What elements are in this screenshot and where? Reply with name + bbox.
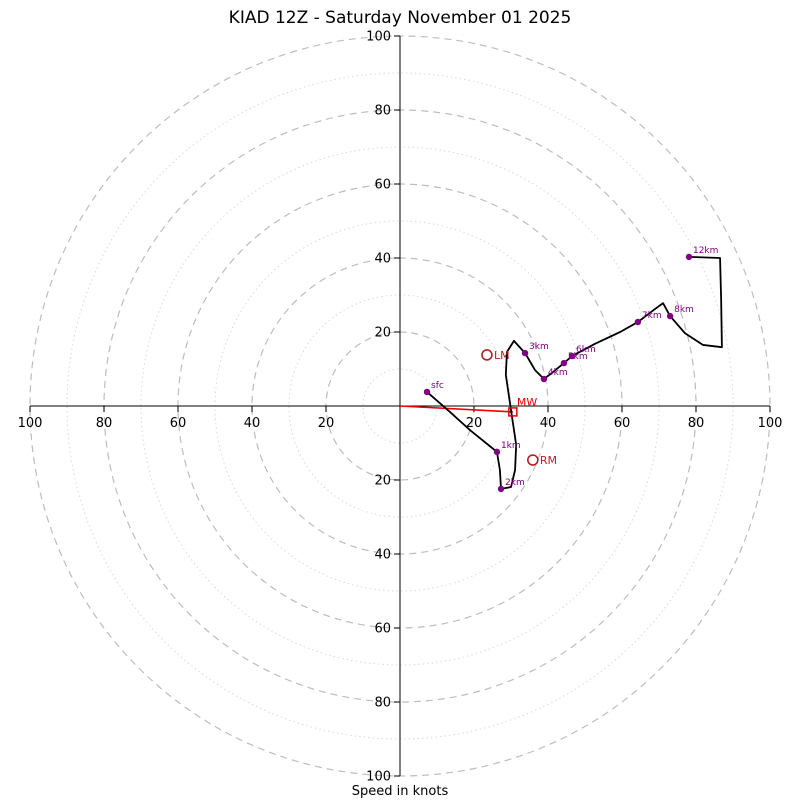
rm-storm-motion-label: RM	[540, 454, 557, 467]
height-marker-label-4km: 4km	[548, 368, 568, 378]
height-marker-label-2km: 2km	[505, 478, 525, 488]
y-axis-tick-label: 60	[374, 622, 391, 637]
rm-storm-motion-marker	[527, 454, 539, 466]
x-axis-tick-label: 40	[244, 416, 261, 431]
x-axis-tick-label: 80	[96, 416, 113, 431]
height-marker-label-1km: 1km	[501, 441, 521, 451]
y-axis-tick-label: 20	[374, 326, 391, 341]
height-marker-4km	[540, 375, 548, 383]
y-axis-tick-label: 80	[374, 696, 391, 711]
height-marker-6km	[568, 352, 576, 360]
mean-wind-marker	[508, 407, 518, 417]
height-marker-sfc	[423, 388, 431, 396]
lm-storm-motion-label: LM	[494, 349, 510, 362]
y-axis-tick-label: 100	[366, 770, 391, 785]
lm-storm-motion-marker	[481, 349, 493, 361]
x-axis-tick-label: 40	[540, 416, 557, 431]
hodograph-trace	[426, 255, 723, 490]
x-axis-tick-label: 100	[758, 416, 783, 431]
mean-wind-vector	[399, 405, 513, 413]
height-marker-label-12km: 12km	[693, 246, 718, 256]
height-marker-label-7km: 7km	[642, 311, 662, 321]
y-axis-tick-label: 40	[374, 252, 391, 267]
x-axis-tick-label: 60	[170, 416, 187, 431]
y-axis-tick-label: 20	[374, 474, 391, 489]
height-marker-3km	[521, 349, 529, 357]
x-axis-tick-label: 20	[466, 416, 483, 431]
height-marker-8km	[666, 312, 674, 320]
x-axis-tick-label: 80	[688, 416, 705, 431]
x-axis-title: Speed in knots	[352, 784, 449, 799]
height-marker-label-sfc: sfc	[431, 381, 444, 391]
x-axis-tick-label: 20	[318, 416, 335, 431]
mean-wind-label: MW	[517, 396, 537, 409]
x-axis-tick-label: 100	[18, 416, 43, 431]
axis-layer: 20 20 20 20 40 40 40 40 60 60 60 60 80 80 80 80 100 100 10…	[18, 30, 783, 785]
height-marker-label-8km: 8km	[674, 305, 694, 315]
height-marker-5km	[560, 359, 568, 367]
height-marker-1km	[493, 448, 501, 456]
height-marker-12km	[685, 253, 693, 261]
x-axis-tick-label: 60	[614, 416, 631, 431]
y-axis-tick-label: 60	[374, 178, 391, 193]
y-axis-tick-label: 100	[366, 30, 391, 45]
y-axis-tick-label: 40	[374, 548, 391, 563]
height-marker-label-3km: 3km	[529, 342, 549, 352]
height-marker-2km	[497, 485, 505, 493]
height-marker-label-6km: 6km	[576, 345, 596, 355]
y-axis-tick-label: 80	[374, 104, 391, 119]
height-marker-7km	[634, 318, 642, 326]
chart-title: KIAD 12Z - Saturday November 01 2025	[229, 8, 572, 28]
height-marker-label-5km: 5km	[568, 352, 588, 362]
